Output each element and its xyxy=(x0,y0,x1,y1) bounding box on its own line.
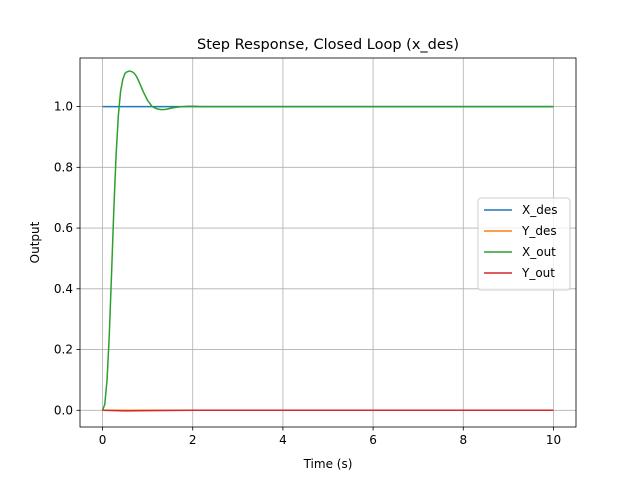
legend: X_des Y_des X_out Y_out xyxy=(477,197,571,291)
x-axis-label: Time (s) xyxy=(303,457,353,471)
x-tick-label: 4 xyxy=(279,433,287,447)
series-line-y-out xyxy=(102,409,554,412)
legend-box xyxy=(477,197,571,291)
series-line-x-out xyxy=(101,70,554,411)
plot-frame xyxy=(79,57,577,428)
y-tick-label: 0.6 xyxy=(54,221,73,235)
legend-label: X_des xyxy=(522,203,557,217)
y-tick-label: 0.0 xyxy=(54,403,73,417)
x-tick-label: 0 xyxy=(99,433,107,447)
x-tick-label: 6 xyxy=(369,433,377,447)
series-lines xyxy=(101,70,554,412)
y-axis-label: Output xyxy=(28,221,42,263)
y-tick-label: 0.8 xyxy=(54,160,73,174)
y-tick-label: 1.0 xyxy=(54,100,73,114)
axis-ticks: 0 2 4 6 8 10 0.0 0.2 0.4 0.6 0.8 1.0 xyxy=(54,100,561,447)
y-tick-label: 0.2 xyxy=(54,343,73,357)
x-tick-label: 10 xyxy=(546,433,561,447)
y-tick-label: 0.4 xyxy=(54,282,73,296)
legend-label: X_out xyxy=(522,245,556,259)
legend-label: Y_out xyxy=(521,266,555,280)
chart-title: Step Response, Closed Loop (x_des) xyxy=(197,37,459,53)
x-tick-label: 8 xyxy=(459,433,467,447)
x-tick-label: 2 xyxy=(189,433,197,447)
legend-label: Y_des xyxy=(521,224,557,238)
